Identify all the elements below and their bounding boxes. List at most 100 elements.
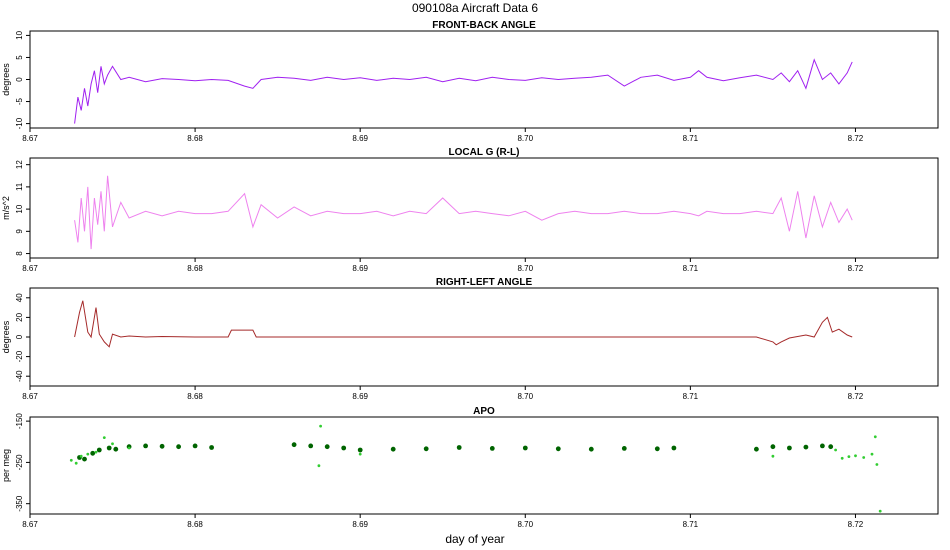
data-point [654, 446, 660, 452]
y-tick-label: 0 [15, 334, 24, 339]
x-tick-label: 8.67 [22, 520, 38, 529]
data-point [847, 455, 851, 458]
data-point [102, 436, 106, 439]
data-point [82, 456, 87, 462]
x-tick-label: 8.68 [187, 264, 203, 273]
data-point [489, 446, 495, 451]
x-tick-label: 8.67 [22, 264, 38, 273]
panel-title: FRONT-BACK ANGLE [432, 20, 536, 31]
y-tick-label: -20 [15, 350, 24, 362]
data-point [878, 509, 882, 513]
y-tick-label: 9 [15, 229, 24, 234]
data-point [875, 463, 879, 466]
x-tick-label: 8.69 [352, 520, 368, 529]
series-line [74, 300, 853, 348]
data-point [111, 442, 114, 446]
x-tick-label: 8.70 [517, 392, 533, 401]
panel-title: APO [473, 406, 495, 417]
data-point [588, 446, 594, 452]
y-tick-label: 0 [15, 77, 24, 82]
data-point [828, 444, 834, 450]
data-point [358, 452, 362, 456]
y-tick-label: 11 [15, 182, 24, 191]
figure-title: 090108a Aircraft Data 6 [412, 1, 538, 15]
y-tick-label: -250 [15, 454, 24, 471]
data-point [143, 443, 149, 449]
data-point [555, 446, 561, 452]
x-tick-label: 8.69 [352, 264, 368, 273]
y-tick-label: -150 [15, 413, 24, 430]
y-tick-label: 10 [15, 204, 24, 213]
y-axis-label: m/s^2 [1, 196, 11, 220]
data-point [176, 444, 182, 450]
y-axis-label: per meg [1, 449, 11, 482]
y-tick-label: 8 [15, 251, 24, 256]
x-tick-label: 8.68 [187, 392, 203, 401]
data-point [840, 456, 844, 460]
data-point [820, 443, 825, 449]
panel-frame [29, 157, 939, 259]
data-point [106, 445, 112, 451]
data-point [787, 445, 792, 451]
x-tick-label: 8.71 [683, 134, 699, 143]
x-tick-label: 8.71 [683, 520, 699, 529]
y-tick-label: 20 [15, 312, 24, 321]
panel-title: LOCAL G (R-L) [449, 147, 520, 158]
x-tick-label: 8.69 [352, 134, 368, 143]
y-tick-label: 10 [15, 30, 24, 39]
data-point [341, 445, 347, 451]
data-point [423, 446, 429, 452]
y-tick-label: -350 [15, 495, 24, 512]
panel-frame [29, 416, 939, 515]
data-point [90, 450, 96, 456]
data-point [771, 454, 775, 458]
data-point [79, 454, 83, 458]
data-point [854, 454, 857, 458]
x-tick-label: 8.72 [848, 392, 864, 401]
data-point [291, 442, 297, 448]
data-point [113, 446, 119, 452]
data-point [69, 458, 73, 462]
data-point [96, 447, 102, 453]
y-tick-label: 40 [15, 293, 24, 302]
data-point [671, 445, 677, 451]
data-point [319, 424, 322, 428]
x-tick-label: 8.71 [683, 264, 699, 273]
panel-title: RIGHT-LEFT ANGLE [436, 277, 533, 288]
x-tick-label: 8.70 [517, 134, 533, 143]
series-line [74, 58, 853, 124]
data-point [324, 444, 330, 450]
data-point [192, 443, 198, 449]
data-point [127, 446, 131, 450]
data-point [870, 452, 874, 456]
data-point [74, 461, 78, 465]
x-tick-label: 8.67 [22, 392, 38, 401]
data-point [522, 445, 528, 451]
x-tick-label: 8.68 [187, 134, 203, 143]
data-point [803, 444, 809, 450]
y-tick-label: 5 [15, 55, 24, 60]
data-point [86, 452, 90, 456]
data-point [754, 446, 759, 452]
x-tick-label: 8.69 [352, 392, 368, 401]
data-point [770, 444, 776, 450]
x-tick-label: 8.71 [683, 392, 699, 401]
data-point [357, 447, 363, 453]
y-axis-label: degrees [1, 63, 11, 96]
y-tick-label: 12 [15, 160, 24, 169]
y-tick-label: -10 [15, 117, 24, 129]
data-point [317, 464, 321, 468]
data-point [209, 445, 215, 450]
x-tick-label: 8.72 [848, 520, 864, 529]
data-point [862, 456, 866, 459]
y-tick-label: -5 [15, 97, 24, 105]
data-point [159, 443, 165, 449]
data-point [873, 435, 877, 439]
y-tick-label: -40 [15, 370, 24, 382]
x-tick-label: 8.70 [517, 264, 533, 273]
data-point [94, 450, 98, 454]
data-point [834, 448, 837, 452]
y-axis-label: degrees [1, 320, 11, 353]
